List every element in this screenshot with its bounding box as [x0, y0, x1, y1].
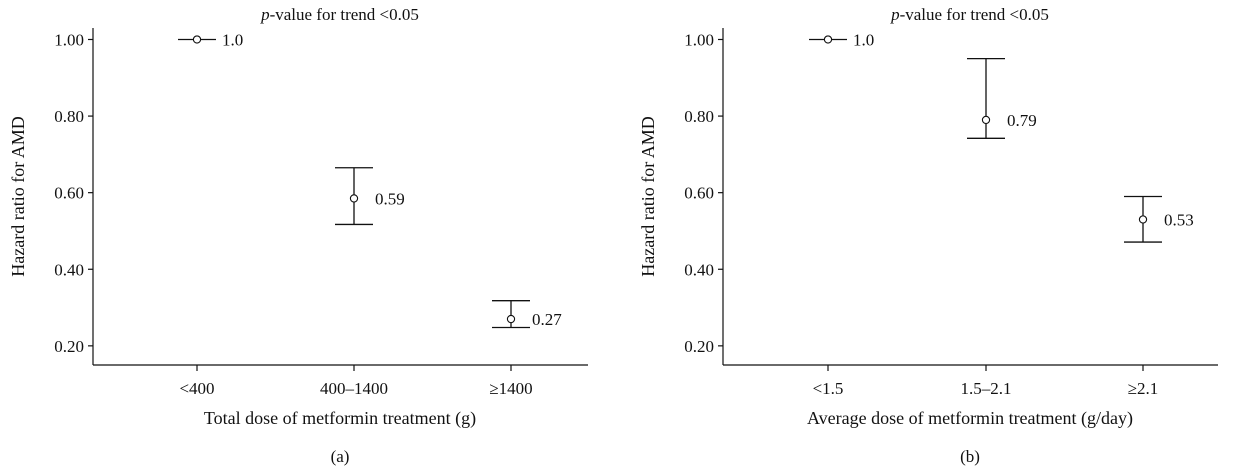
data-point [349, 194, 359, 203]
data-label: 1.0 [853, 30, 874, 49]
y-tick-label: 0.80 [54, 107, 84, 126]
y-tick-label: 0.80 [684, 107, 714, 126]
x-tick-label: 400–1400 [320, 379, 388, 398]
y-tick-label: 0.60 [684, 184, 714, 203]
data-label: 0.59 [375, 189, 405, 208]
trend-annotation-text: -value for trend <0.05 [900, 5, 1049, 24]
y-tick-label: 0.40 [684, 260, 714, 279]
x-tick-label: 1.5–2.1 [961, 379, 1012, 398]
x-tick-label: <400 [179, 379, 214, 398]
y-tick-label: 1.00 [684, 30, 714, 49]
chart-panel-a: 0.20 0.40 0.60 0.80 1.00 <400 400–1400 ≥1400 Haz… [8, 5, 588, 466]
data-label: 1.0 [222, 30, 243, 49]
data-point-group: 0.27 [492, 300, 562, 329]
x-tick-label: <1.5 [813, 379, 844, 398]
data-point-group: 0.59 [335, 167, 405, 226]
data-point-group: 0.53 [1124, 195, 1194, 243]
x-tick-label: ≥2.1 [1128, 379, 1159, 398]
trend-annotation: p-value for trend <0.05 [890, 5, 1049, 24]
data-label: 0.79 [1007, 111, 1037, 130]
data-point-group: 1.0 [178, 30, 243, 49]
y-tick-label: 1.00 [54, 30, 84, 49]
trend-annotation-text: -value for trend <0.05 [270, 5, 419, 24]
y-tick-label: 0.20 [54, 337, 84, 356]
data-point [192, 35, 202, 44]
x-axis-title: Total dose of metformin treatment (g) [204, 408, 476, 429]
y-tick-label: 0.20 [684, 337, 714, 356]
y-axis-title: Hazard ratio for AMD [8, 116, 28, 276]
y-tick-label: 0.40 [54, 260, 84, 279]
y-axis-title: Hazard ratio for AMD [638, 116, 658, 276]
panel-label: (b) [960, 447, 980, 466]
data-label: 0.27 [532, 310, 562, 329]
chart-panel-b: 0.20 0.40 0.60 0.80 1.00 <1.5 1.5–2.1 ≥2.1 Hazar… [638, 5, 1218, 466]
trend-annotation: p-value for trend <0.05 [260, 5, 419, 24]
data-point-group: 0.79 [967, 57, 1037, 139]
panel-label: (a) [331, 447, 350, 466]
x-tick-label: ≥1400 [489, 379, 532, 398]
data-point [1138, 215, 1148, 224]
data-label: 0.53 [1164, 210, 1194, 229]
y-tick-label: 0.60 [54, 184, 84, 203]
data-point [823, 35, 833, 44]
data-point [506, 314, 516, 324]
data-point [981, 115, 991, 125]
trend-annotation-p: p [260, 5, 270, 24]
x-axis-title: Average dose of metformin treatment (g/d… [807, 408, 1133, 429]
data-point-group: 1.0 [809, 30, 874, 49]
trend-annotation-p: p [890, 5, 900, 24]
